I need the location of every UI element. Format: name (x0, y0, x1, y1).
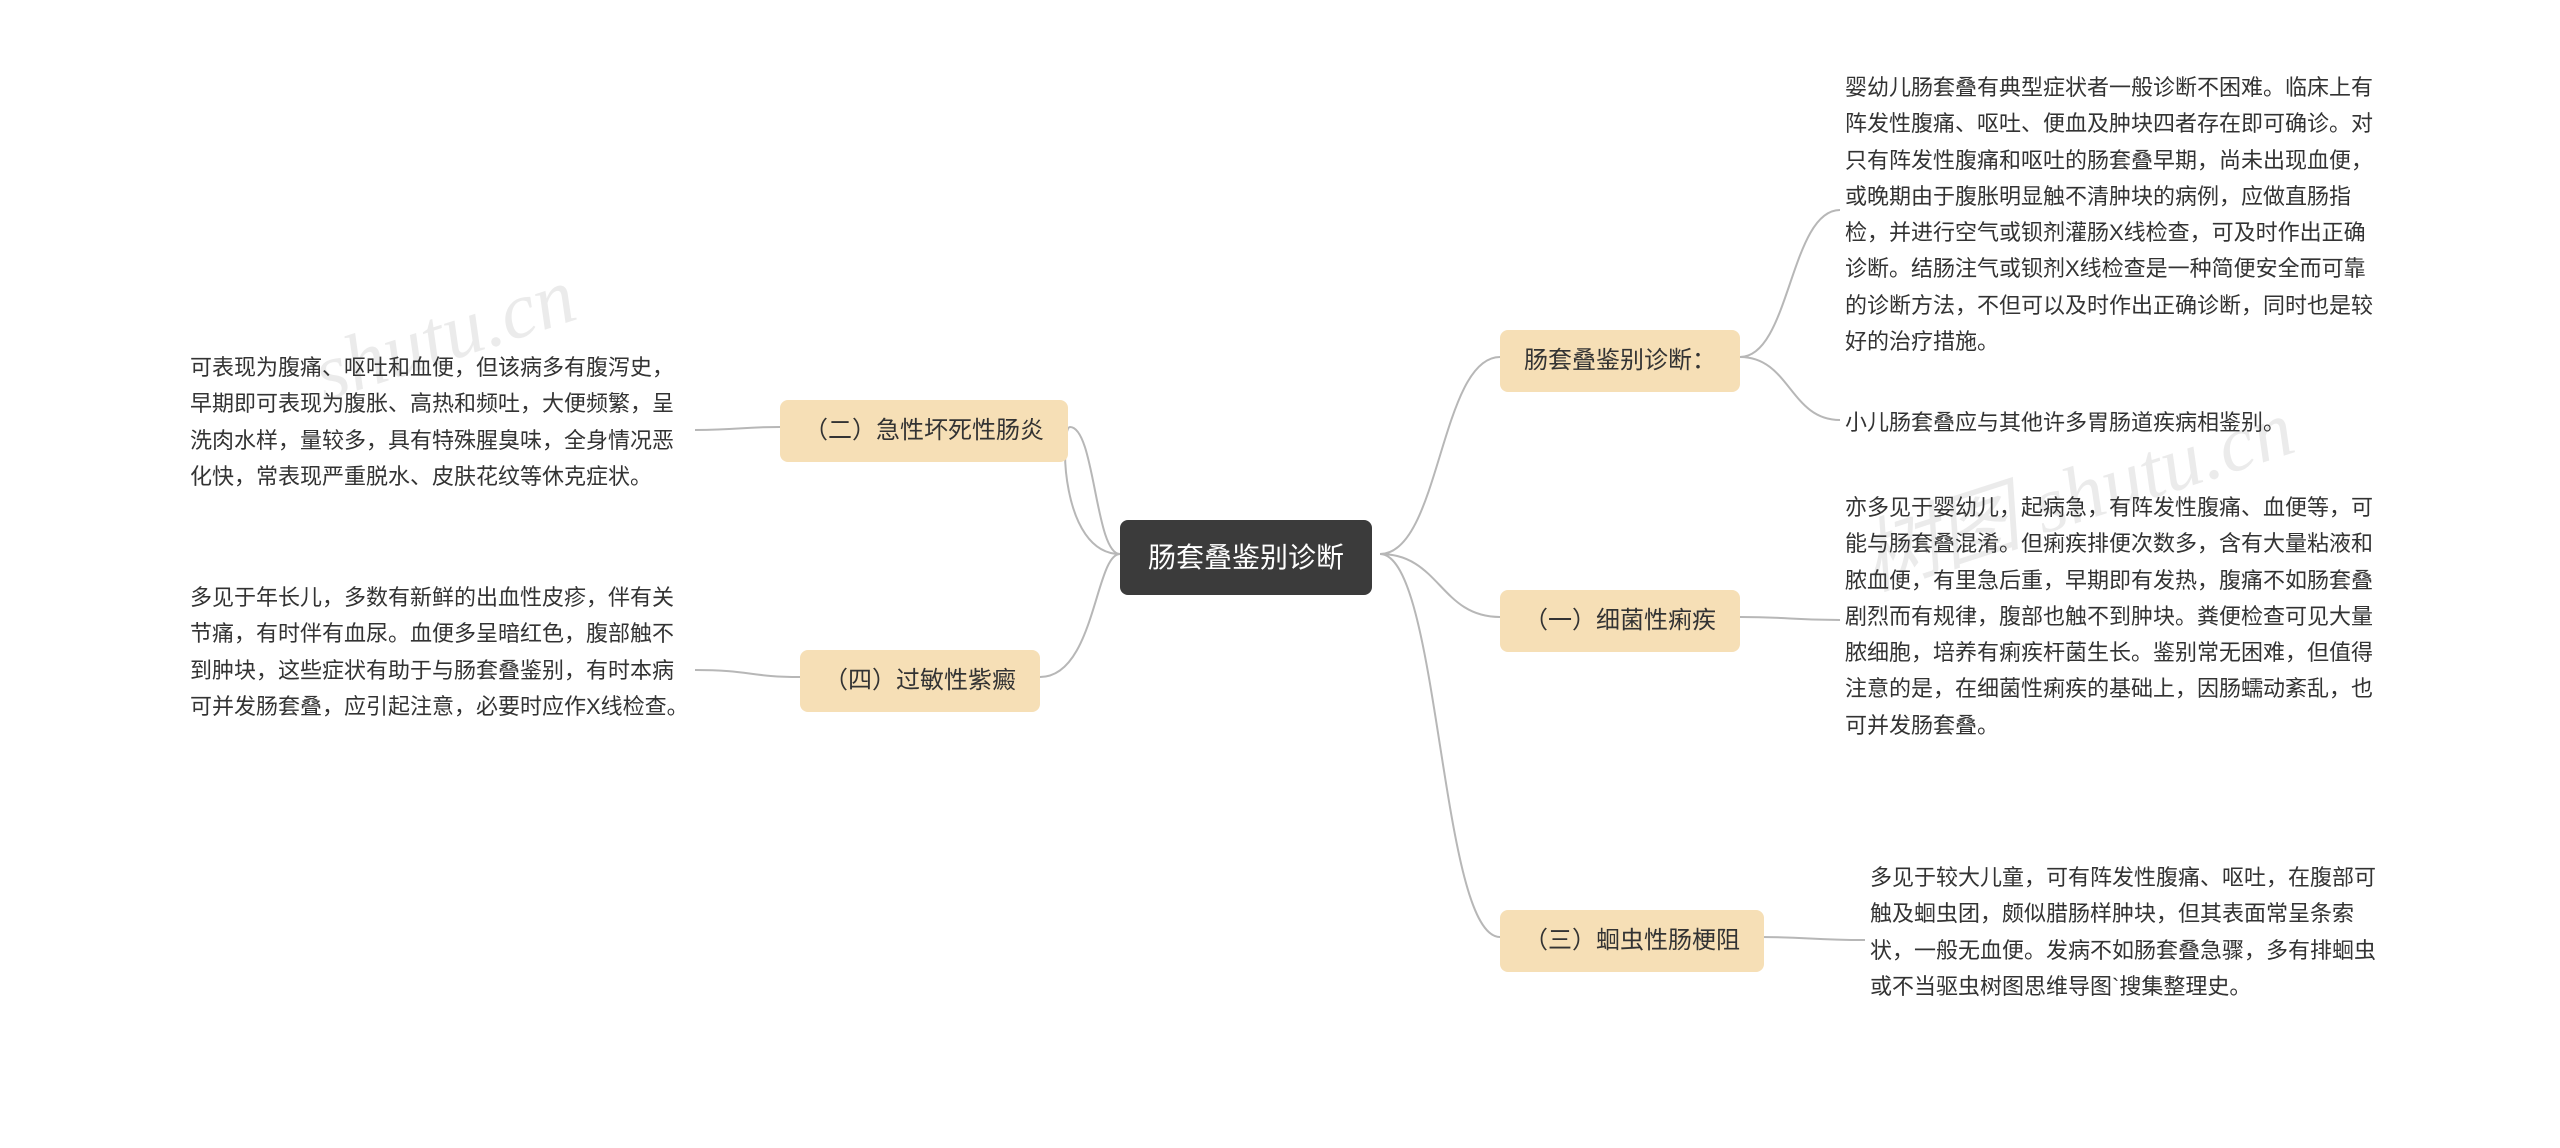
branch-label: （一）细菌性痢疾 (1524, 607, 1716, 634)
branch-label: （四）过敏性紫癜 (824, 667, 1016, 694)
mindmap-canvas: shutu.cn 树图 shutu.cn 肠套叠鉴别诊断 (0, 0, 2560, 1148)
branch-enteritis: （二）急性坏死性肠炎 (780, 400, 1068, 462)
branch-label: （三）蛔虫性肠梗阻 (1524, 927, 1740, 954)
leaf-diagnosis-1: 婴幼儿肠套叠有典型症状者一般诊断不困难。临床上有阵发性腹痛、呕吐、便血及肿块四者… (1845, 70, 2375, 360)
leaf-ascaris-1: 多见于较大儿童，可有阵发性腹痛、呕吐，在腹部可触及蛔虫团，颇似腊肠样肿块，但其表… (1870, 860, 2380, 1005)
root-node: 肠套叠鉴别诊断 (1120, 520, 1372, 595)
leaf-purpura-1: 多见于年长儿，多数有新鲜的出血性皮疹，伴有关节痛，有时伴有血尿。血便多呈暗红色，… (190, 580, 690, 725)
branch-bacillary: （一）细菌性痢疾 (1500, 590, 1740, 652)
root-label: 肠套叠鉴别诊断 (1148, 542, 1344, 573)
branch-diagnosis: 肠套叠鉴别诊断： (1500, 330, 1740, 392)
branch-purpura: （四）过敏性紫癜 (800, 650, 1040, 712)
leaf-bacillary-1: 亦多见于婴幼儿，起病急，有阵发性腹痛、血便等，可能与肠套叠混淆。但痢疾排便次数多… (1845, 490, 2375, 744)
branch-label: （二）急性坏死性肠炎 (804, 417, 1044, 444)
branch-label: 肠套叠鉴别诊断： (1524, 347, 1716, 374)
leaf-enteritis-1: 可表现为腹痛、呕吐和血便，但该病多有腹泻史，早期即可表现为腹胀、高热和频吐，大便… (190, 350, 690, 495)
branch-ascaris: （三）蛔虫性肠梗阻 (1500, 910, 1764, 972)
leaf-diagnosis-2: 小儿肠套叠应与其他许多胃肠道疾病相鉴别。 (1845, 405, 2375, 441)
